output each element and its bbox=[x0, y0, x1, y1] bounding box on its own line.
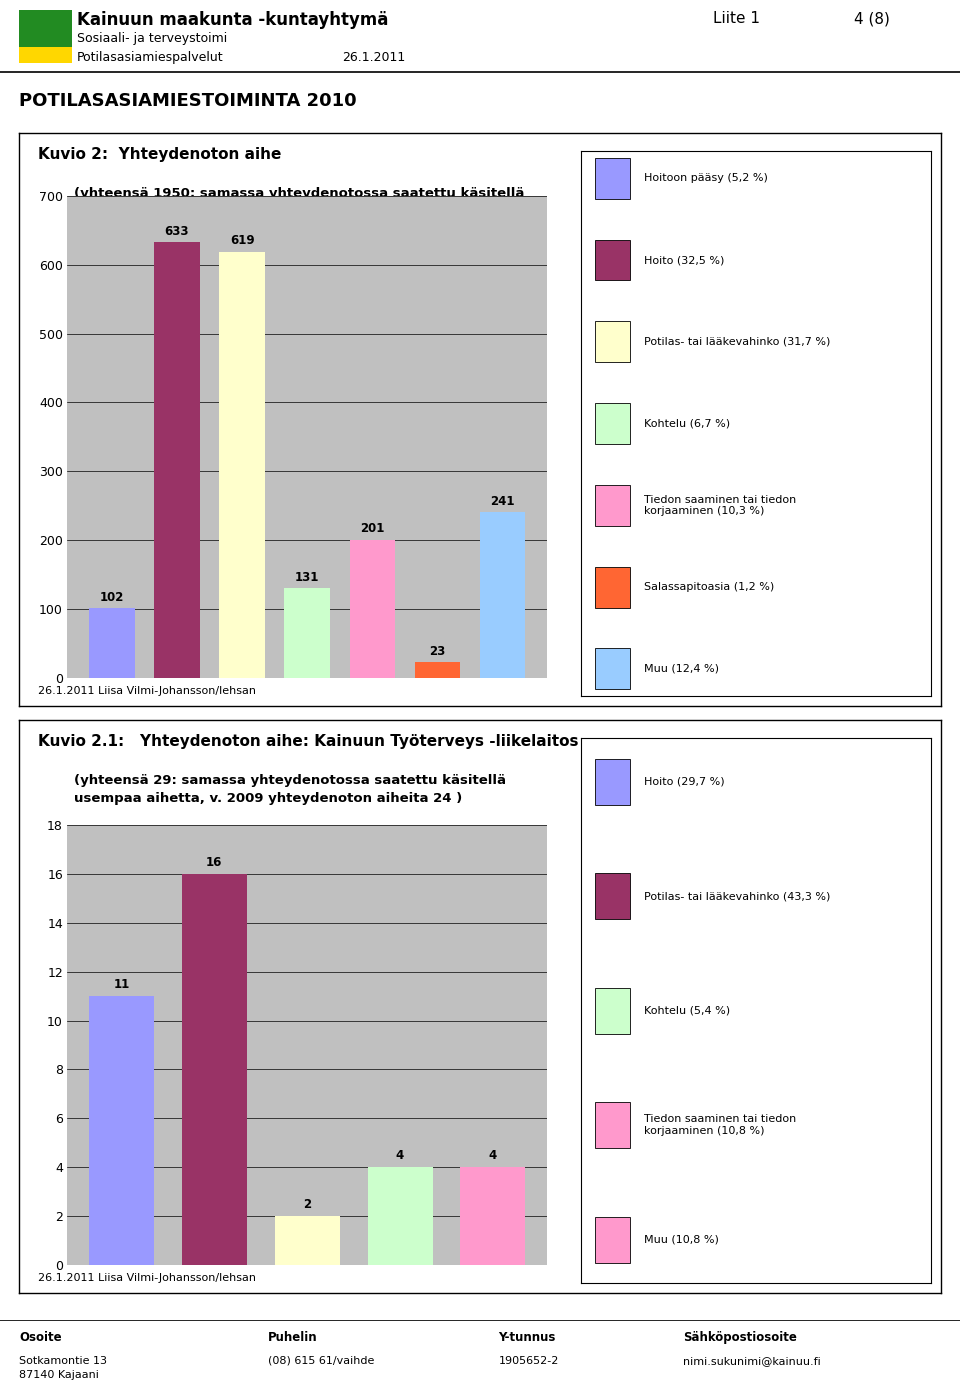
Text: Muu (12,4 %): Muu (12,4 %) bbox=[644, 664, 719, 674]
FancyBboxPatch shape bbox=[595, 485, 630, 526]
Text: 26.1.2011 Liisa Vilmi-Johansson/lehsan: 26.1.2011 Liisa Vilmi-Johansson/lehsan bbox=[37, 1272, 255, 1283]
Text: Salassapitoasia (1,2 %): Salassapitoasia (1,2 %) bbox=[644, 582, 774, 593]
Bar bbox=[219, 252, 265, 678]
Text: 4 (8): 4 (8) bbox=[854, 11, 890, 27]
Text: 131: 131 bbox=[295, 570, 320, 583]
Text: POTILASASIAMIESTOIMINTA 2010: POTILASASIAMIESTOIMINTA 2010 bbox=[19, 92, 357, 109]
Text: Potilas- tai lääkevahinko (43,3 %): Potilas- tai lääkevahinko (43,3 %) bbox=[644, 892, 830, 902]
Text: 23: 23 bbox=[429, 644, 445, 658]
FancyBboxPatch shape bbox=[595, 874, 630, 920]
Bar bbox=[19, 48, 72, 63]
Text: (08) 615 61/vaihde: (08) 615 61/vaihde bbox=[268, 1356, 374, 1366]
Bar bbox=[284, 587, 330, 678]
Text: Kuvio 2.1:   Yhteydenoton aihe: Kainuun Työterveys -liikelaitos: Kuvio 2.1: Yhteydenoton aihe: Kainuun Ty… bbox=[37, 734, 578, 749]
Bar bbox=[461, 1167, 525, 1265]
Bar bbox=[155, 242, 200, 678]
Bar bbox=[415, 663, 460, 678]
Bar bbox=[275, 1216, 340, 1265]
FancyBboxPatch shape bbox=[595, 759, 630, 805]
Text: Kohtelu (5,4 %): Kohtelu (5,4 %) bbox=[644, 1005, 730, 1016]
Text: (yhteensä 29: samassa yhteydenotossa saatettu käsitellä
usempaa aihetta, v. 2009: (yhteensä 29: samassa yhteydenotossa saa… bbox=[75, 774, 507, 805]
Bar bbox=[349, 540, 396, 678]
Bar bbox=[181, 874, 247, 1265]
Text: Potilas- tai lääkevahinko (31,7 %): Potilas- tai lääkevahinko (31,7 %) bbox=[644, 337, 830, 347]
Polygon shape bbox=[36, 34, 48, 48]
Bar bbox=[368, 1167, 433, 1265]
FancyBboxPatch shape bbox=[595, 987, 630, 1035]
Text: 16: 16 bbox=[206, 856, 223, 868]
Bar bbox=[480, 512, 525, 678]
Text: 4: 4 bbox=[396, 1149, 404, 1163]
Text: 11: 11 bbox=[113, 979, 130, 991]
Text: Liite 1: Liite 1 bbox=[712, 11, 759, 27]
Text: 26.1.2011 Liisa Vilmi-Johansson/lehsan: 26.1.2011 Liisa Vilmi-Johansson/lehsan bbox=[37, 685, 255, 696]
Text: 633: 633 bbox=[165, 225, 189, 238]
Text: nimi.sukunimi@kainuu.fi: nimi.sukunimi@kainuu.fi bbox=[683, 1356, 821, 1366]
Text: 102: 102 bbox=[100, 590, 124, 604]
Text: Muu (10,8 %): Muu (10,8 %) bbox=[644, 1234, 719, 1244]
Text: Y-tunnus: Y-tunnus bbox=[498, 1331, 556, 1343]
Text: 4: 4 bbox=[489, 1149, 497, 1163]
Text: Kuvio 2:  Yhteydenoton aihe: Kuvio 2: Yhteydenoton aihe bbox=[37, 147, 281, 162]
Text: Sähköpostiosoite: Sähköpostiosoite bbox=[683, 1331, 797, 1343]
Polygon shape bbox=[60, 34, 71, 48]
Text: Hoitoon pääsy (5,2 %): Hoitoon pääsy (5,2 %) bbox=[644, 173, 768, 183]
Text: 1905652-2: 1905652-2 bbox=[498, 1356, 559, 1366]
Text: 26.1.2011: 26.1.2011 bbox=[342, 50, 405, 64]
Polygon shape bbox=[48, 34, 60, 48]
FancyBboxPatch shape bbox=[595, 1102, 630, 1148]
FancyBboxPatch shape bbox=[595, 1216, 630, 1262]
FancyBboxPatch shape bbox=[595, 566, 630, 608]
FancyBboxPatch shape bbox=[595, 322, 630, 362]
FancyBboxPatch shape bbox=[595, 239, 630, 281]
Text: Tiedon saaminen tai tiedon
korjaaminen (10,8 %): Tiedon saaminen tai tiedon korjaaminen (… bbox=[644, 1114, 796, 1137]
Text: 201: 201 bbox=[360, 523, 385, 535]
Text: Osoite: Osoite bbox=[19, 1331, 61, 1343]
FancyBboxPatch shape bbox=[595, 403, 630, 445]
FancyBboxPatch shape bbox=[595, 649, 630, 689]
Text: Hoito (29,7 %): Hoito (29,7 %) bbox=[644, 777, 725, 787]
Text: Kainuun maakunta -kuntayhtymä: Kainuun maakunta -kuntayhtymä bbox=[77, 11, 388, 29]
Text: Potilasasiamiespalvelut: Potilasasiamiespalvelut bbox=[77, 50, 224, 64]
Text: Sosiaali- ja terveystoimi: Sosiaali- ja terveystoimi bbox=[77, 32, 228, 45]
Text: (yhteensä 1950: samassa yhteydenotossa saatettu käsitellä
usempaa aihetta, v. 20: (yhteensä 1950: samassa yhteydenotossa s… bbox=[75, 187, 525, 218]
Text: 619: 619 bbox=[229, 235, 254, 247]
Text: Puhelin: Puhelin bbox=[268, 1331, 318, 1343]
Text: 241: 241 bbox=[491, 495, 515, 507]
Text: Hoito (32,5 %): Hoito (32,5 %) bbox=[644, 254, 724, 266]
Text: Sotkamontie 13
87140 Kajaani: Sotkamontie 13 87140 Kajaani bbox=[19, 1356, 108, 1380]
Polygon shape bbox=[25, 34, 36, 48]
Text: 2: 2 bbox=[303, 1198, 311, 1211]
Bar bbox=[89, 995, 154, 1265]
FancyBboxPatch shape bbox=[595, 158, 630, 199]
Text: Tiedon saaminen tai tiedon
korjaaminen (10,3 %): Tiedon saaminen tai tiedon korjaaminen (… bbox=[644, 495, 796, 516]
Text: Kohtelu (6,7 %): Kohtelu (6,7 %) bbox=[644, 418, 730, 429]
Bar bbox=[89, 608, 134, 678]
